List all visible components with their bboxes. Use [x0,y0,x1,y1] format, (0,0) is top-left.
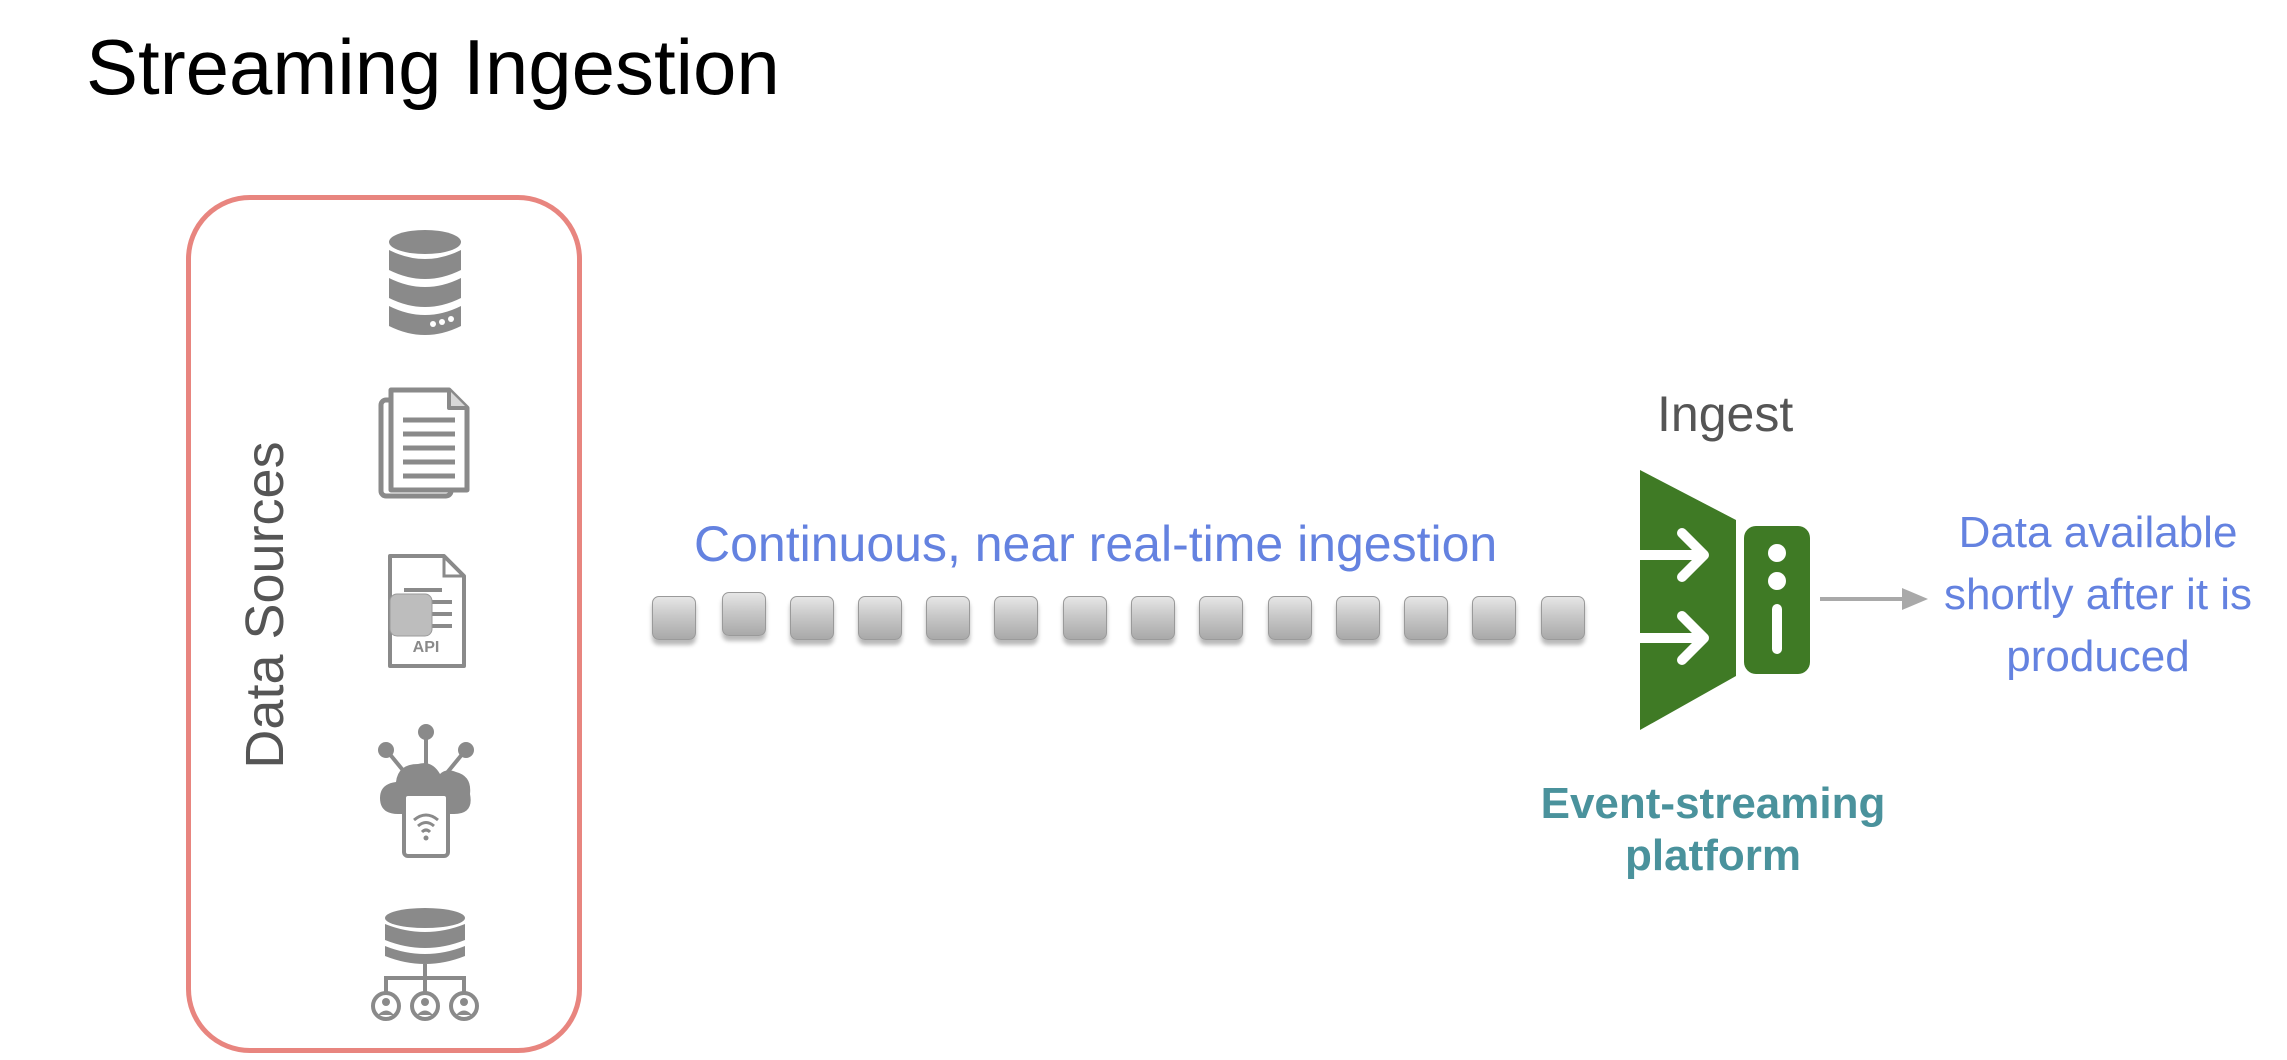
data-available-line: Data available [1958,508,2238,557]
event-square [1404,596,1448,640]
event-square [1063,596,1107,640]
event-square [652,596,696,640]
page-title: Streaming Ingestion [86,23,780,111]
event-square [722,592,766,636]
event-square [858,596,902,640]
data-available-line: shortly after it is [1943,570,2253,619]
data-sources-box [186,195,582,1053]
event-streaming-platform-icon [1636,470,1810,730]
event-square [1472,596,1516,640]
event-square [1199,596,1243,640]
event-square [994,596,1038,640]
database-users-icon [371,908,479,1021]
data-available-line: produced [2006,632,2190,681]
ingest-label: Ingest [1657,386,1794,442]
data-sources-label: Data Sources [235,441,295,769]
svg-text:API: API [413,639,440,656]
document-icon [378,387,470,499]
event-square [1541,596,1585,640]
event-square [1268,596,1312,640]
event-square [1131,596,1175,640]
api-document-icon: API [388,554,466,668]
platform-label: Event-streaming platform [1493,778,1933,882]
iot-cloud-icon [378,724,474,858]
event-square [790,596,834,640]
platform-label-line: Event-streaming [1540,779,1886,828]
arrow-right-icon [1820,588,1928,610]
event-square [1336,596,1380,640]
stream-label: Continuous, near real-time ingestion [694,516,1498,572]
platform-label-line: platform [1625,831,1801,880]
database-icon [389,230,461,335]
data-available-label: Data available shortly after it is produ… [1918,502,2278,688]
event-square [926,596,970,640]
